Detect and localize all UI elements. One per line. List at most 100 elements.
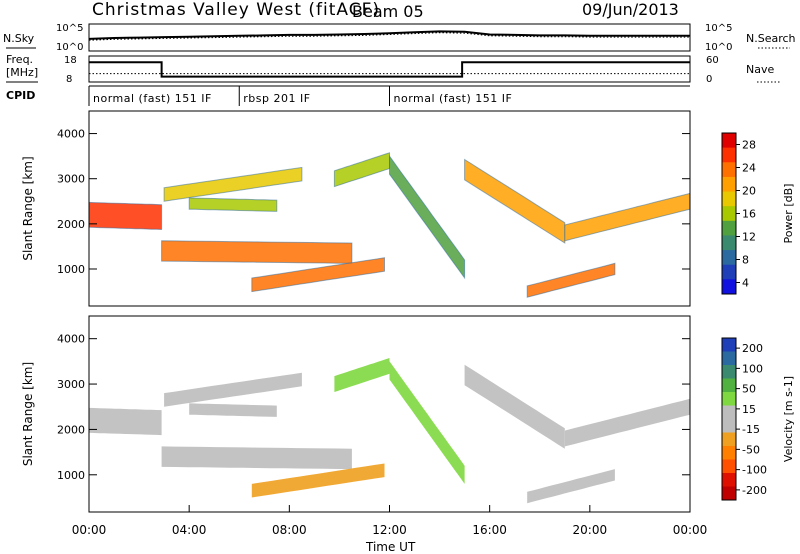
noise-left-label: N.Sky xyxy=(3,32,35,45)
y-axis-label: Slant Range [km] xyxy=(21,156,35,260)
noise-right-tick-bottom: 10^0 xyxy=(705,42,732,53)
colorbar-label: Velocity [m s-1] xyxy=(782,376,795,462)
colorbar-cell xyxy=(722,459,736,474)
nave-tick-top: 60 xyxy=(706,55,719,66)
echo-band-band-b xyxy=(161,446,352,470)
colorbar-label: Power [dB] xyxy=(782,184,795,244)
colorbar-cell xyxy=(722,279,736,295)
colorbar-cell xyxy=(722,250,736,266)
colorbar-cell xyxy=(722,473,736,487)
echo-band-band-i xyxy=(564,398,690,447)
echo-band-band-e xyxy=(251,463,385,498)
cpid-segments: normal (fast) 151 IF rbsp 201 IF normal (f… xyxy=(88,86,513,106)
y-tick-label: 1000 xyxy=(57,263,85,276)
colorbar-tick-label: 15 xyxy=(742,403,756,416)
noise-right-tick-top: 10^5 xyxy=(705,23,732,34)
date-title: 09/Jun/2013 xyxy=(582,0,679,19)
colorbar-cell xyxy=(722,235,736,251)
colorbar-cell xyxy=(722,351,736,366)
echo-band-band-d xyxy=(189,403,277,417)
station-title: Christmas Valley West (fitACF) xyxy=(92,0,380,20)
noise-right-label: N.Search xyxy=(746,32,796,45)
freq-tick-top: 18 xyxy=(64,55,77,66)
colorbar-tick-label: -200 xyxy=(742,484,767,497)
echo-band-band-g xyxy=(389,361,465,484)
velocity-panel: 4000 3000 2000 1000 Slant Range [km] 200 100 50… xyxy=(21,315,795,513)
colorbar-tick-label: 16 xyxy=(742,208,756,221)
colorbar-tick-label: 100 xyxy=(742,362,763,375)
noise-lines xyxy=(88,30,690,41)
echo-band-band-a xyxy=(88,201,163,231)
colorbar-tick-label: 50 xyxy=(742,383,756,396)
x-axis-label: Time UT xyxy=(365,540,416,554)
colorbar-cell xyxy=(722,432,736,447)
frequency-line xyxy=(89,61,690,78)
colorbar-tick-label: 12 xyxy=(742,231,756,244)
x-axis: 00:00 04:00 08:00 12:00 16:00 20:00 00:00 xyxy=(72,505,708,537)
colorbar-frame xyxy=(721,337,737,501)
y-tick-label: 4000 xyxy=(57,128,85,141)
colorbar-cell xyxy=(722,206,736,222)
colorbar-cell xyxy=(722,162,736,178)
cpid-segment-label: rbsp 201 IF xyxy=(243,92,310,105)
colorbar-cell xyxy=(722,264,736,280)
nave-label: Nave xyxy=(746,63,774,76)
cpid-label: CPID xyxy=(6,89,35,102)
colorbar-tick-label: -100 xyxy=(742,464,767,477)
colorbar-cell xyxy=(722,147,736,163)
colorbar-tick-label: 24 xyxy=(742,162,756,175)
x-tick-label: 04:00 xyxy=(172,523,207,537)
freq-panel-frame xyxy=(88,55,691,83)
y-tick-label: 3000 xyxy=(57,378,85,391)
freq-label-2: [MHz] xyxy=(6,66,38,79)
echo-band-band-h xyxy=(464,364,565,449)
colorbar-cell xyxy=(722,365,736,379)
colorbar-cell xyxy=(722,392,736,406)
y-tick-label: 4000 xyxy=(57,333,85,346)
y-tick-label: 2000 xyxy=(57,423,85,436)
nave-tick-bottom: 0 xyxy=(706,74,712,85)
colorbar-cell xyxy=(722,133,736,149)
colorbar-tick-label: 4 xyxy=(742,277,749,290)
x-tick-label: 00:00 xyxy=(673,523,708,537)
echo-band-band-j xyxy=(527,469,615,504)
colorbar-tick-label: 28 xyxy=(742,139,756,152)
echo-band-band-g xyxy=(389,154,466,280)
noise-sky-line xyxy=(88,30,690,40)
freq-lines xyxy=(89,61,690,78)
echo-band-band-c xyxy=(163,166,303,202)
y-tick-label: 1000 xyxy=(57,469,85,482)
x-tick-label: 08:00 xyxy=(272,523,307,537)
x-tick-label: 00:00 xyxy=(72,523,107,537)
noise-left-tick-top: 10^5 xyxy=(56,23,83,34)
noise-panel-frame xyxy=(88,23,691,52)
colorbar-tick-label: 8 xyxy=(742,254,749,267)
echo-band-band-j xyxy=(526,262,616,298)
x-tick-label: 16:00 xyxy=(472,523,507,537)
colorbar-tick-label: 20 xyxy=(742,185,756,198)
freq-label-1: Freq. xyxy=(6,53,33,66)
y-tick-label: 2000 xyxy=(57,218,85,231)
noise-search-line xyxy=(88,32,690,41)
colorbar-cell xyxy=(722,405,736,420)
y-axis-label: Slant Range [km] xyxy=(21,362,35,466)
colorbar-tick-label: -15 xyxy=(742,423,760,436)
echo-band-band-e xyxy=(251,257,385,293)
colorbar-cell xyxy=(722,338,736,352)
colorbar-cell xyxy=(722,446,736,460)
colorbar-cell xyxy=(722,191,736,207)
echo-band-band-b xyxy=(161,240,353,264)
noise-left-tick-bottom: 10^0 xyxy=(56,42,83,53)
echo-band-band-d xyxy=(188,197,278,212)
cpid-segment-label: normal (fast) 151 IF xyxy=(93,92,212,105)
colorbar-cell xyxy=(722,220,736,236)
echo-band-band-a xyxy=(89,407,162,436)
colorbar-tick-label: 200 xyxy=(742,342,763,355)
y-tick-label: 3000 xyxy=(57,173,85,186)
colorbar-cell xyxy=(722,486,736,501)
freq-tick-bottom: 8 xyxy=(66,74,72,85)
colorbar-cell xyxy=(722,176,736,193)
echo-band-band-f xyxy=(334,358,390,392)
colorbar-cell xyxy=(722,419,736,433)
cpid-segment-label: normal (fast) 151 IF xyxy=(394,92,513,105)
